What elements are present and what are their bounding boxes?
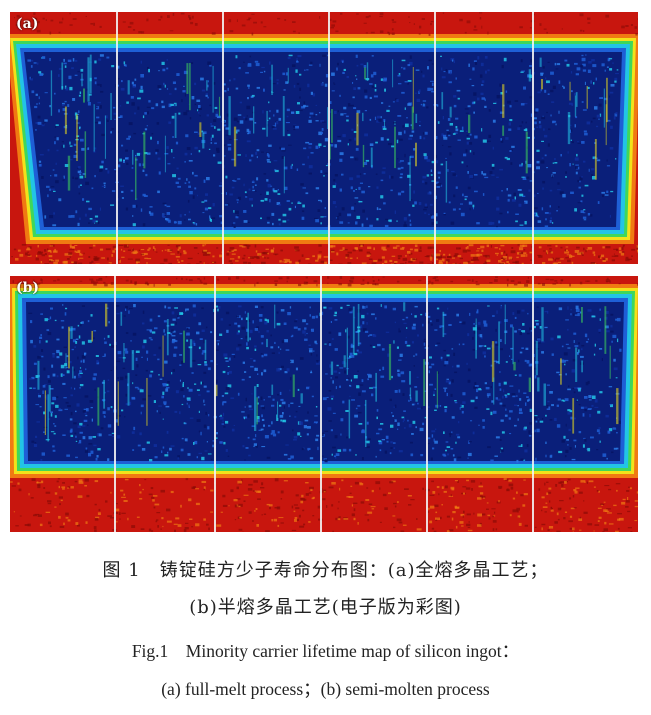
figure-caption-en-line-1: Fig.1 Minority carrier lifetime map of s… bbox=[131, 641, 520, 661]
lifetime-map-b-image bbox=[10, 276, 638, 532]
lifetime-map-panel-a: (a) bbox=[10, 12, 638, 264]
figure-caption-zh-line-1: 图 1 铸锭硅方少子寿命分布图：(a)全熔多晶工艺； bbox=[102, 560, 549, 581]
panel-a-label: (a) bbox=[16, 16, 39, 32]
panel-b-label: (b) bbox=[16, 280, 40, 296]
figure-caption-zh-line-2: (b)半熔多晶工艺(电子版为彩图) bbox=[189, 597, 462, 618]
figure-caption-en-line-2: (a) full-melt process；(b) semi-molten pr… bbox=[161, 679, 490, 699]
lifetime-map-a-image bbox=[10, 12, 638, 264]
lifetime-map-panel-b: (b) bbox=[10, 276, 638, 532]
